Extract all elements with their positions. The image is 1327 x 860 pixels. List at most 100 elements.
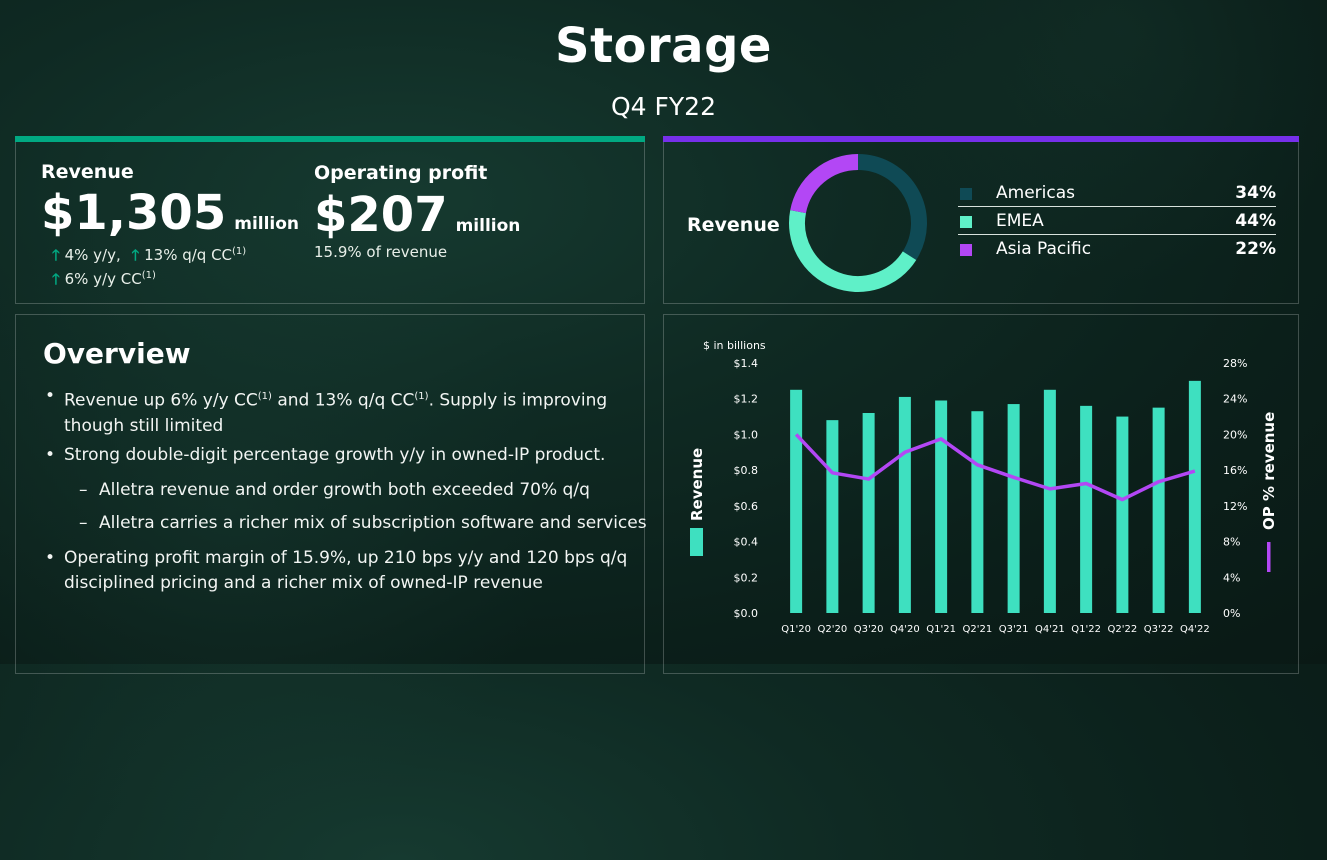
footnote-marker: (1): [232, 246, 247, 257]
legend-item-emea: EMEA 44%: [958, 210, 1276, 236]
revenue-legend-swatch: [690, 528, 703, 556]
footnote-marker: (1): [257, 391, 272, 402]
overview-title: Overview: [43, 337, 191, 370]
bullet-text: Operating profit margin of 15.9%, up 210…: [64, 548, 628, 568]
up-arrow-icon: 🡑: [52, 270, 60, 288]
x-tick-label: Q1'20: [781, 624, 811, 635]
y2-tick-label: 4%: [1223, 571, 1240, 584]
y-tick-label: $0.8: [734, 464, 759, 477]
x-tick-label: Q3'20: [854, 624, 884, 635]
revenue-value-number: $1,305: [41, 185, 227, 241]
x-tick-label: Q4'22: [1180, 624, 1210, 635]
y-tick-label: $0.4: [734, 536, 759, 549]
y-tick-label: $0.6: [734, 500, 759, 513]
regional-panel-accent-bar: [663, 136, 1299, 142]
x-tick-label: Q2'22: [1108, 624, 1138, 635]
revenue-bar: [862, 413, 875, 613]
overview-bullet-2: Strong double-digit percentage growth y/…: [45, 443, 634, 468]
footnote-marker: (1): [414, 391, 429, 402]
op-legend-swatch: [1267, 542, 1271, 572]
revenue-growth-line-2: 🡑 6% y/y CC(1): [52, 269, 156, 294]
legend-item-asia-pacific: Asia Pacific 22%: [958, 238, 1276, 264]
emea-swatch: [960, 216, 972, 228]
operating-profit-label: Operating profit: [314, 162, 488, 184]
donut-slice-asia-pacific: [790, 154, 859, 214]
americas-swatch: [960, 188, 972, 200]
revenue-bar: [1043, 389, 1056, 613]
x-tick-label: Q2'20: [818, 624, 848, 635]
page-title: Storage: [555, 18, 772, 74]
y2-tick-label: 24%: [1223, 393, 1247, 406]
up-arrow-icon: 🡑: [131, 246, 140, 264]
legend-name: Americas: [996, 183, 1075, 203]
revenue-bar: [1080, 405, 1093, 613]
revenue-growth-yy: 4% y/y,: [64, 246, 121, 264]
y2-tick-label: 8%: [1223, 536, 1240, 549]
donut-slice-americas: [857, 154, 927, 260]
revenue-op-chart: $ in billions $0.0 $0.2 $0.4 $0.6 $0.8 $1.0 $1…: [688, 339, 1278, 635]
x-tick-label: Q1'22: [1071, 624, 1101, 635]
legend-percent: 44%: [1235, 211, 1276, 231]
donut-slice-emea: [789, 210, 917, 292]
x-tick-label: Q3'21: [999, 624, 1029, 635]
revenue-bar: [1116, 416, 1129, 613]
y2-tick-label: 20%: [1223, 428, 1247, 441]
footnote-marker: (1): [141, 270, 156, 281]
legend-item-americas: Americas 34%: [958, 182, 1276, 208]
page-subtitle: Q4 FY22: [611, 92, 716, 121]
operating-profit-note: 15.9% of revenue: [314, 243, 448, 261]
revenue-bar: [1152, 407, 1165, 613]
x-tick-label: Q4'21: [1035, 624, 1065, 635]
kpi-panel: Revenue $1,305 million 🡑 4% y/y, 🡑 13% q/…: [15, 136, 645, 304]
overview-bullet-1: Revenue up 6% y/y CC(1) and 13% q/q CC(1…: [45, 384, 634, 439]
operating-profit-number: $207: [314, 187, 448, 243]
revenue-bar: [971, 411, 984, 613]
revenue-bar: [1188, 380, 1201, 613]
operating-profit-unit: million: [455, 216, 521, 236]
asia-pacific-swatch: [960, 244, 972, 256]
kpi-panel-accent-bar: [15, 136, 645, 142]
bullet-text: disciplined pricing and a richer mix of …: [64, 573, 543, 593]
legend-percent: 34%: [1235, 183, 1276, 203]
y-axis-label: Revenue: [688, 448, 706, 521]
legend-divider: [958, 234, 1276, 235]
legend-divider: [958, 206, 1276, 207]
revenue-value: $1,305 million: [41, 189, 299, 237]
bullet-text: . Supply is improving: [428, 390, 608, 411]
x-tick-label: Q1'21: [926, 624, 956, 635]
donut-label: Revenue: [687, 214, 780, 236]
overview-subbullet-1: Alletra revenue and order growth both ex…: [79, 480, 590, 500]
y2-tick-label: 0%: [1223, 607, 1240, 620]
overview-subbullet-2: Alletra carries a richer mix of subscrip…: [79, 513, 647, 533]
revenue-bar: [790, 389, 803, 613]
y2-tick-label: 28%: [1223, 357, 1247, 370]
revenue-label: Revenue: [41, 161, 134, 183]
y-tick-label: $0.0: [734, 607, 759, 620]
revenue-bar: [935, 400, 948, 613]
bullet-text: and 13% q/q CC: [271, 390, 415, 411]
bullet-text: Revenue up 6% y/y CC: [64, 390, 258, 411]
legend-name: EMEA: [996, 211, 1044, 231]
legend-percent: 22%: [1235, 239, 1276, 259]
revenue-bar: [898, 396, 911, 613]
revenue-bar: [826, 420, 839, 613]
regional-revenue-panel: Revenue: [663, 136, 1299, 304]
revenue-growth-line-1: 🡑 4% y/y, 🡑 13% q/q CC(1): [52, 245, 246, 270]
revenue-donut-chart: [789, 154, 927, 292]
y-tick-label: $1.2: [734, 393, 759, 406]
x-tick-label: Q4'20: [890, 624, 920, 635]
y-tick-label: $1.4: [734, 357, 759, 370]
chart-unit-label: $ in billions: [703, 339, 766, 352]
y-tick-label: $0.2: [734, 571, 759, 584]
revenue-unit: million: [234, 214, 300, 234]
overview-bullet-3: Operating profit margin of 15.9%, up 210…: [45, 546, 634, 596]
revenue-bar: [1007, 404, 1020, 613]
y2-axis-label: OP % revenue: [1260, 412, 1278, 530]
up-arrow-icon: 🡑: [52, 246, 60, 264]
revenue-growth-cc: 6% y/y CC: [64, 270, 142, 288]
x-tick-label: Q2'21: [963, 624, 993, 635]
x-tick-label: Q3'22: [1144, 624, 1174, 635]
op-percent-line: [794, 433, 1196, 502]
legend-name: Asia Pacific: [996, 239, 1092, 259]
y2-tick-label: 16%: [1223, 464, 1247, 477]
